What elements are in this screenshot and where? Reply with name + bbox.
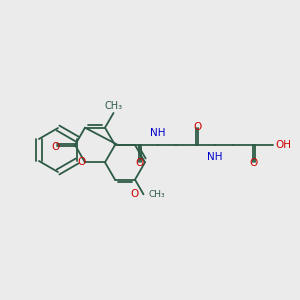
Text: O: O [193,122,201,132]
Text: O: O [250,158,258,168]
Text: O: O [136,158,144,168]
Text: OH: OH [275,140,291,150]
Text: NH: NH [207,152,223,162]
Text: CH₃: CH₃ [104,101,123,111]
Text: O: O [78,157,86,167]
Text: CH₃: CH₃ [148,190,165,199]
Text: O: O [52,142,60,152]
Text: O: O [130,189,139,200]
Text: NH: NH [150,128,166,138]
